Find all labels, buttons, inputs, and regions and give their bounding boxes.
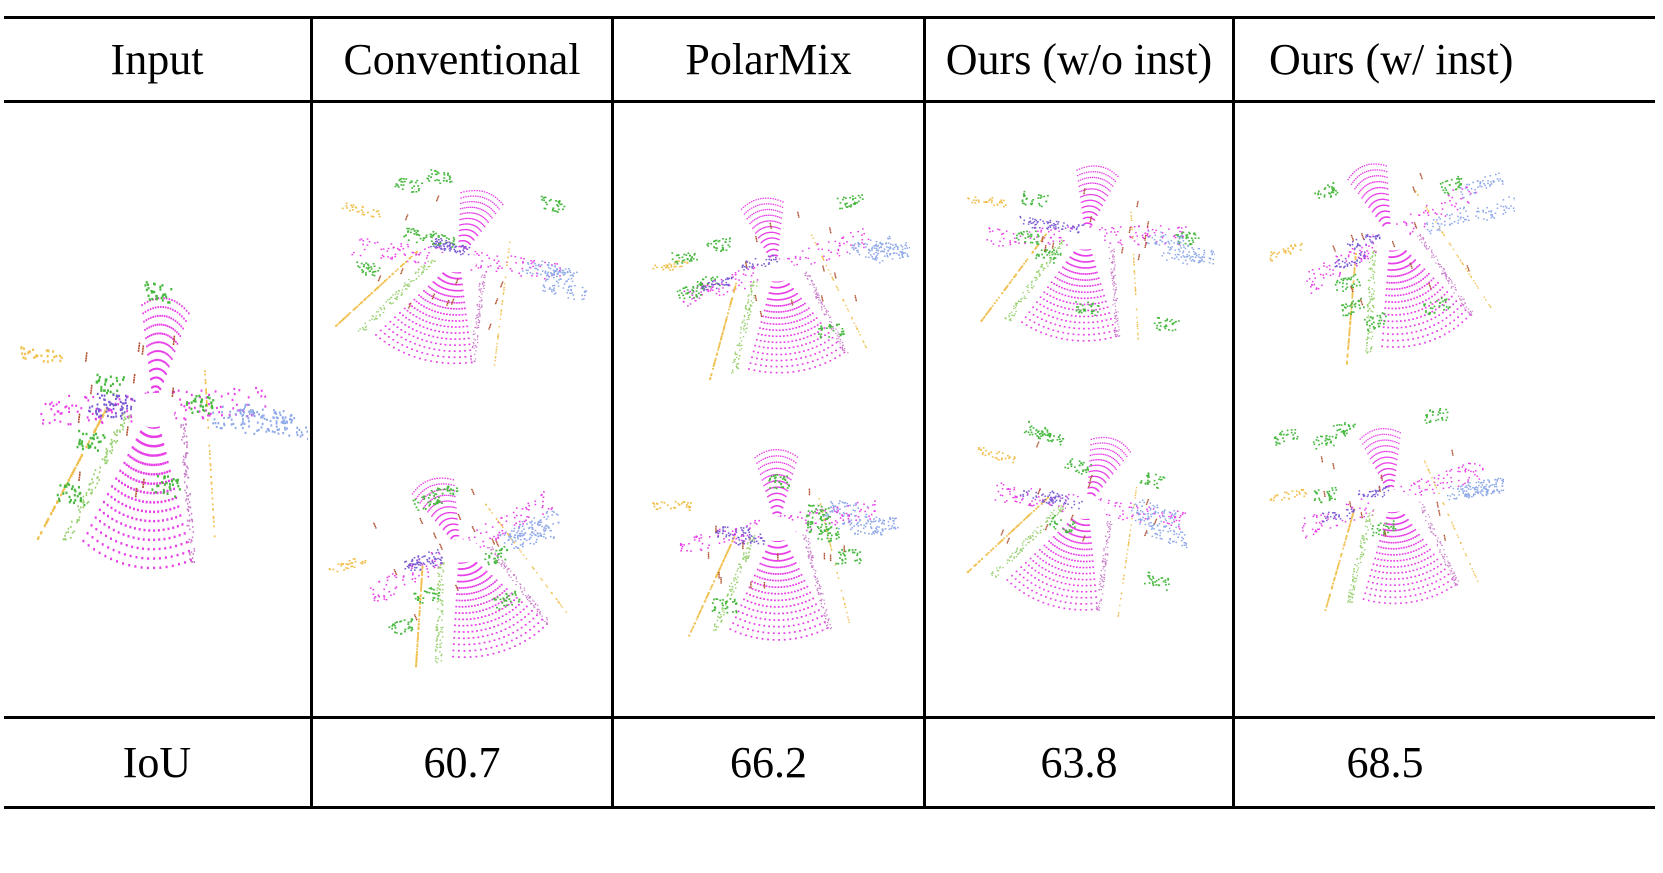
pointcloud-ours-with-inst-top [1255,115,1515,370]
pointcloud-ours-without-inst-bottom-image [966,420,1188,617]
iou-ours-without-inst: 63.8 [1040,738,1118,787]
pointcloud-conventional-bottom [320,420,600,670]
iou-polarmix: 66.2 [730,738,807,787]
pointcloud-polarmix-top-image [652,194,910,380]
pointcloud-ours-with-inst-bottom-image [1269,407,1505,611]
iou-ours-with-inst: 68.5 [1346,738,1424,787]
pointcloud-conventional-top [320,140,600,380]
column-divider [923,16,926,809]
column-divider [310,16,313,809]
pointcloud-ours-without-inst-bottom [950,380,1215,620]
pointcloud-ours-without-inst-top [950,115,1215,355]
column-divider [611,16,614,809]
header-conventional: Conventional [343,35,581,84]
pointcloud-input [6,230,308,600]
header-rule [4,100,1655,103]
iou-row-label: IoU [122,738,192,787]
header-polarmix: PolarMix [685,35,852,84]
pointcloud-polarmix-bottom [640,400,910,660]
pointcloud-conventional-top-image [335,169,588,366]
column-divider [1232,16,1235,809]
header-input: Input [110,35,204,84]
pointcloud-conventional-bottom-image [328,477,567,668]
iou-conventional: 60.7 [423,738,501,787]
pointcloud-ours-with-inst-top-image [1269,163,1515,365]
pointcloud-polarmix-top [640,140,910,380]
pointcloud-ours-without-inst-top-image [967,165,1215,342]
bottom-rule [4,806,1655,809]
pointcloud-input-image [20,281,308,570]
body-rule [4,716,1655,719]
header-ours-without-inst: Ours (w/o inst) [945,35,1213,84]
header-ours-with-inst: Ours (w/ inst) [1269,35,1514,84]
top-rule [4,16,1655,19]
pointcloud-polarmix-bottom-image [652,448,899,641]
pointcloud-ours-with-inst-bottom [1255,380,1515,620]
